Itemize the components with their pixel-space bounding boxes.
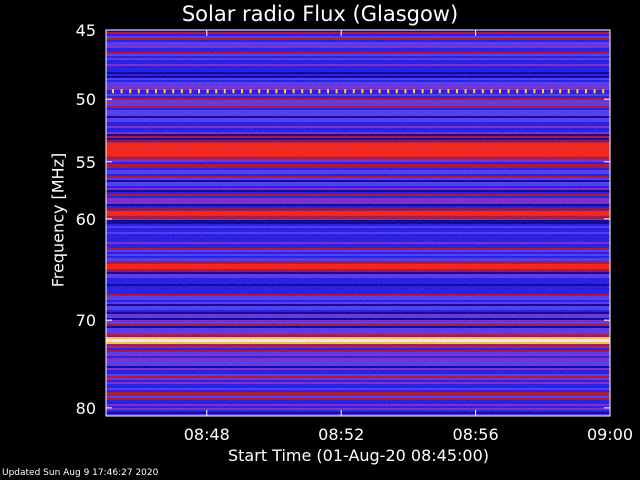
interference-dot	[223, 89, 226, 94]
plot-frame	[105, 29, 611, 417]
y-tick-label: 45	[76, 21, 96, 40]
interference-dot	[292, 89, 295, 94]
interference-dot	[413, 89, 415, 94]
interference-dot	[438, 89, 441, 94]
interference-dot	[593, 89, 596, 94]
interference-dot	[284, 89, 286, 94]
y-tick-label: 80	[76, 399, 96, 418]
interference-dot	[120, 89, 123, 94]
interference-dot	[490, 89, 493, 94]
interference-dot	[129, 89, 132, 94]
interference-dot	[327, 89, 329, 94]
interference-dot	[430, 89, 433, 94]
interference-dot	[447, 89, 450, 94]
interference-dot	[499, 89, 501, 94]
interference-dot	[335, 89, 338, 94]
x-tick-label: 08:56	[453, 425, 499, 444]
interference-dots	[112, 89, 605, 94]
interference-dot	[507, 89, 510, 94]
interference-dot	[318, 89, 321, 94]
interference-dot	[258, 89, 261, 94]
updated-timestamp: Updated Sun Aug 9 17:46:27 2020	[2, 468, 159, 478]
interference-dot	[516, 89, 519, 94]
interference-dot	[249, 89, 252, 94]
interference-dot	[155, 89, 157, 94]
interference-dot	[473, 89, 476, 94]
interference-dot	[112, 89, 114, 94]
interference-dot	[370, 89, 372, 94]
spectrogram-noise	[106, 30, 610, 416]
interference-dot	[266, 89, 269, 94]
interference-dot	[215, 89, 218, 94]
interference-dot	[146, 89, 149, 94]
y-tick-label: 60	[76, 210, 96, 229]
interference-dot	[567, 89, 570, 94]
interference-dot	[309, 89, 312, 94]
interference-dot	[352, 89, 355, 94]
interference-dot	[404, 89, 407, 94]
interference-dot	[232, 89, 235, 94]
chart-title: Solar radio Flux (Glasgow)	[181, 2, 459, 26]
interference-dot	[137, 89, 140, 94]
interference-dot	[456, 89, 458, 94]
x-tick-label: 08:48	[184, 425, 230, 444]
x-axis-label: Start Time (01-Aug-20 08:45:00)	[228, 446, 489, 465]
x-axis: 08:48 08:52 08:56 09:00	[184, 30, 633, 444]
interference-dot	[585, 89, 587, 94]
interference-dot	[241, 89, 243, 94]
interference-dot	[387, 89, 390, 94]
interference-dot	[163, 89, 166, 94]
interference-dot	[344, 89, 347, 94]
y-tick-label: 50	[76, 90, 96, 109]
interference-dot	[189, 89, 192, 94]
interference-dot	[481, 89, 484, 94]
interference-dot	[275, 89, 278, 94]
interference-dot	[301, 89, 304, 94]
interference-dot	[559, 89, 562, 94]
interference-dot	[206, 89, 209, 94]
interference-dot	[524, 89, 527, 94]
interference-dot	[378, 89, 381, 94]
interference-dot	[533, 89, 536, 94]
interference-dot	[602, 89, 605, 94]
y-tick-label: 70	[76, 311, 96, 330]
y-tick-label: 55	[76, 153, 96, 172]
interference-dot	[576, 89, 579, 94]
interference-dot	[550, 89, 553, 94]
y-axis-label: Frequency [MHz]	[48, 152, 68, 288]
x-tick-label: 08:52	[318, 425, 364, 444]
y-axis: 45 50 55 60 70 80	[76, 21, 610, 418]
interference-dot	[542, 89, 544, 94]
interference-dot	[361, 89, 364, 94]
x-tick-label: 09:00	[587, 425, 633, 444]
interference-dot	[198, 89, 200, 94]
interference-dot	[172, 89, 175, 94]
interference-dot	[395, 89, 398, 94]
interference-dot	[421, 89, 424, 94]
interference-dot	[180, 89, 183, 94]
interference-dot	[464, 89, 467, 94]
